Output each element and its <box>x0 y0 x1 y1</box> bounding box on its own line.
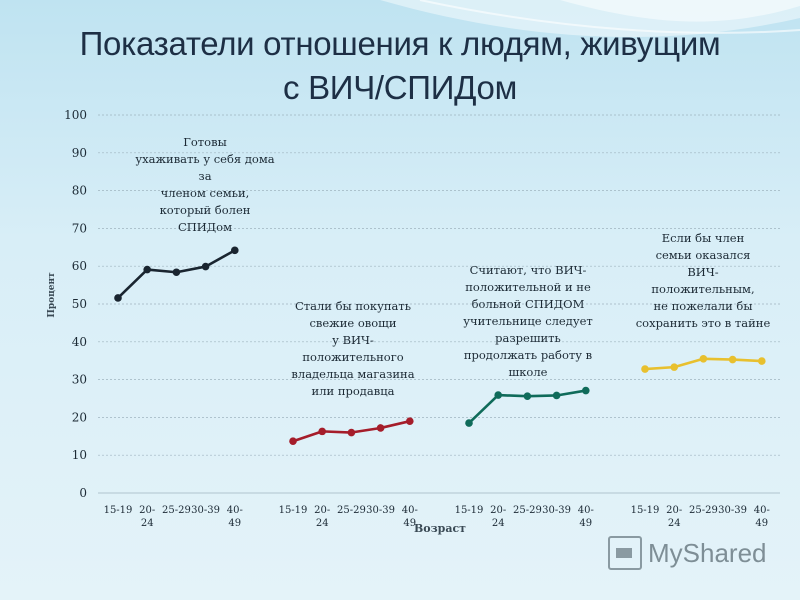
series-group <box>114 246 766 446</box>
myshared-logo-icon <box>608 536 642 570</box>
series-1-point <box>172 268 181 277</box>
series-4-point <box>641 365 649 373</box>
series-1-point <box>114 294 122 302</box>
x-tick-label: 15-19 <box>455 505 484 516</box>
y-tick-label: 60 <box>72 259 87 273</box>
series-2-point <box>318 427 327 436</box>
series-annotation: который болен <box>160 203 251 217</box>
series-1-point <box>231 246 239 255</box>
watermark: MyShared <box>608 536 767 570</box>
title-line-1: Показатели отношения к людям, живущим <box>79 25 721 62</box>
x-tick-label: 24 <box>141 518 154 529</box>
series-3-point <box>465 419 473 427</box>
y-tick-label: 50 <box>72 297 87 311</box>
x-tick-label: 40- <box>227 505 243 516</box>
series-annotation: семьи оказался <box>656 248 751 262</box>
x-tick-label: 15-19 <box>631 505 660 516</box>
annotations: Готовы ухаживать у себя дома за членом семь… <box>135 135 770 398</box>
y-tick-label: 20 <box>72 410 87 424</box>
series-3-point <box>494 391 503 399</box>
x-tick-label: 40- <box>578 505 594 516</box>
series-annotation: больной СПИДОМ <box>472 297 585 311</box>
x-axis-label: Возраст <box>414 522 466 535</box>
series-annotation: не пожелали бы <box>654 299 753 313</box>
x-tick-label: 15-19 <box>104 505 133 516</box>
series-annotation: положительной и не <box>465 280 591 294</box>
series-annotation: положительным, <box>651 282 754 296</box>
x-tick-label: 24 <box>492 518 505 529</box>
series-4-point <box>758 357 766 365</box>
y-tick-label: 90 <box>72 146 87 160</box>
series-4-point <box>670 363 678 371</box>
series-annotation: владельца магазина <box>291 367 414 381</box>
x-tick-label: 15-19 <box>279 505 308 516</box>
gridlines <box>98 114 780 494</box>
series-2-point <box>347 428 356 437</box>
y-tick-label: 10 <box>72 448 87 462</box>
x-tick-label: 20- <box>314 505 330 516</box>
series-4-point <box>728 355 737 364</box>
series-3-point <box>523 392 532 401</box>
series-3-point <box>552 391 561 400</box>
series-annotation: ВИЧ- <box>687 265 718 279</box>
series-1-point <box>201 262 210 271</box>
x-tick-label: 49 <box>579 518 592 529</box>
y-tick-label: 100 <box>64 108 87 122</box>
watermark-text: MyShared <box>648 537 767 568</box>
x-tick-label: 20- <box>666 505 682 516</box>
x-tick-label: 25-29 <box>513 505 542 516</box>
x-tick-label: 24 <box>316 518 329 529</box>
series-annotation: разрешить <box>495 331 561 345</box>
series-2-point <box>376 424 385 432</box>
series-annotation: Считают, что ВИЧ- <box>470 263 587 277</box>
series-annotation: учительнице следует <box>463 314 593 328</box>
series-annotation: СПИДом <box>178 220 232 234</box>
x-tick-label: 20- <box>490 505 506 516</box>
series-annotation: сохранить это в тайне <box>636 316 771 330</box>
series-annotation: или продавца <box>312 384 395 398</box>
series-annotation: Если бы член <box>662 231 745 245</box>
x-tick-label: 49 <box>755 518 768 529</box>
series-annotation: положительного <box>302 350 403 364</box>
y-tick-label: 30 <box>72 373 87 387</box>
y-axis-ticks: 0 10 20 30 40 50 60 70 80 90 100 <box>64 108 87 500</box>
series-annotation: за <box>198 169 211 183</box>
y-axis-label: Процент <box>47 272 57 318</box>
series-annotation: членом семьи, <box>161 186 250 200</box>
x-tick-label: 25-29 <box>162 505 191 516</box>
series-annotation: у ВИЧ- <box>332 333 374 347</box>
x-tick-label: 30-39 <box>542 505 571 516</box>
y-tick-label: 40 <box>72 335 87 349</box>
header-decoration <box>380 0 800 38</box>
x-tick-label: 49 <box>403 518 416 529</box>
series-2-point <box>406 417 414 425</box>
x-tick-label: 25-29 <box>689 505 718 516</box>
series-4-point <box>699 355 708 363</box>
x-tick-label: 49 <box>228 518 241 529</box>
x-tick-label: 25-29 <box>337 505 366 516</box>
x-tick-label: 20- <box>139 505 155 516</box>
x-tick-label: 30-39 <box>191 505 220 516</box>
title-line-2: с ВИЧ/СПИДом <box>283 69 517 106</box>
x-tick-label: 24 <box>668 518 681 529</box>
series-3-point <box>582 386 590 395</box>
page-title: Показатели отношения к людям, живущим с … <box>0 22 800 110</box>
series-annotation: продолжать работу в <box>464 348 592 362</box>
series-1-point <box>143 265 151 274</box>
y-tick-label: 80 <box>72 184 87 198</box>
series-annotation: свежие овощи <box>309 316 396 330</box>
series-annotation: Стали бы покупать <box>295 299 411 313</box>
y-tick-label: 0 <box>79 486 87 500</box>
x-tick-label: 30-39 <box>366 505 395 516</box>
series-annotation: Готовы <box>183 135 226 149</box>
x-tick-label: 40- <box>754 505 770 516</box>
y-tick-label: 70 <box>72 221 87 235</box>
series-2-point <box>289 437 297 446</box>
x-tick-label: 40- <box>402 505 418 516</box>
x-tick-label: 30-39 <box>718 505 747 516</box>
series-annotation: школе <box>509 365 548 379</box>
series-annotation: ухаживать у себя дома <box>135 152 274 166</box>
